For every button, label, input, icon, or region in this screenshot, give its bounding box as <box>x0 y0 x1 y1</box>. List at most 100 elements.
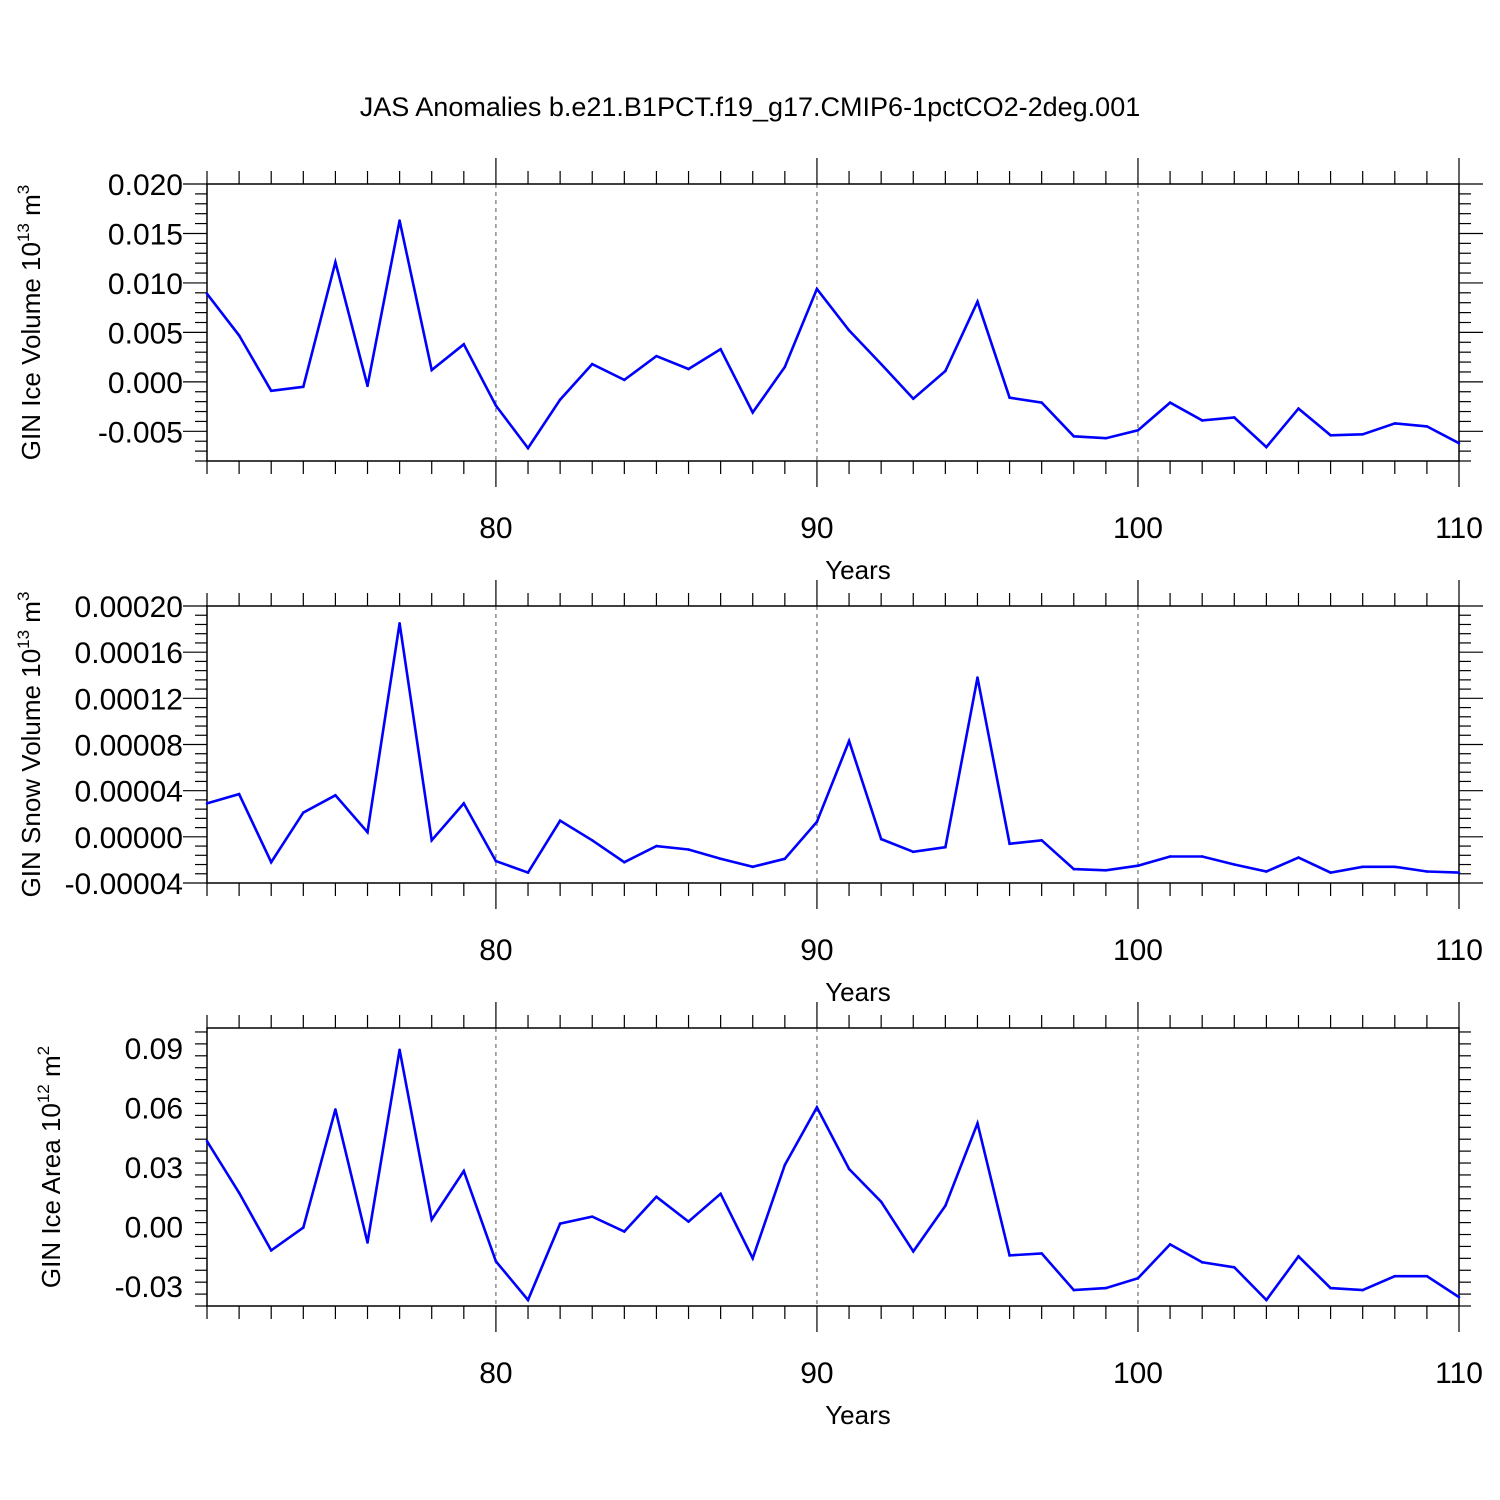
data-point <box>590 362 594 366</box>
data-point <box>751 865 755 869</box>
y-tick-label: 0.005 <box>108 317 183 350</box>
y-tick-label: 0.00000 <box>75 822 183 855</box>
data-point <box>1329 433 1332 437</box>
y-tick-label: 0.015 <box>108 218 183 251</box>
data-point <box>526 1298 530 1302</box>
data-point <box>462 342 466 346</box>
data-point <box>462 1169 466 1173</box>
x-axis-title: Years <box>825 555 891 585</box>
data-point <box>1008 842 1011 846</box>
data-point <box>398 219 401 222</box>
data-point <box>1104 869 1108 872</box>
data-point <box>1425 870 1429 873</box>
series-line <box>206 623 1460 875</box>
x-tick-label: 80 <box>479 512 512 545</box>
data-point <box>237 1191 241 1195</box>
data-point <box>1072 1288 1076 1292</box>
data-point <box>976 300 979 304</box>
y-tick-label: -0.03 <box>115 1271 183 1304</box>
x-tick-label: 100 <box>1113 1357 1163 1390</box>
data-point <box>269 860 273 864</box>
data-point <box>1361 432 1364 436</box>
x-axis-title: Years <box>825 977 891 1007</box>
data-point <box>558 819 562 822</box>
data-point <box>334 1108 337 1111</box>
data-point <box>879 837 883 841</box>
data-point <box>687 1220 690 1223</box>
data-point <box>269 1249 273 1252</box>
data-point <box>1040 401 1043 404</box>
data-point <box>1232 1265 1236 1269</box>
data-point <box>1393 1274 1397 1278</box>
data-point <box>205 292 209 296</box>
x-tick-label: 110 <box>1435 1357 1483 1390</box>
data-point <box>1104 436 1108 440</box>
data-point <box>911 1250 915 1253</box>
data-point <box>1040 838 1043 842</box>
panel-2: 80 90 100 110 0.00020 0.00016 0.00012 0.00008 0.… <box>14 580 1483 1007</box>
data-point <box>558 398 562 401</box>
y-tick-label: -0.00004 <box>65 868 183 901</box>
y-tick-label: -0.005 <box>98 416 183 449</box>
data-point <box>366 384 369 388</box>
series-line <box>205 220 1460 451</box>
data-point <box>719 347 722 351</box>
data-point <box>944 1204 947 1208</box>
data-point <box>302 811 305 814</box>
data-point <box>687 848 690 851</box>
data-point <box>1297 856 1300 859</box>
data-point <box>1425 1274 1429 1278</box>
data-point <box>623 860 626 864</box>
data-point <box>1136 864 1140 867</box>
data-point <box>1361 865 1364 869</box>
data-point <box>655 354 658 358</box>
y-tick-label: 0.010 <box>108 268 183 301</box>
data-point <box>1040 1252 1043 1255</box>
data-point <box>494 1260 498 1263</box>
data-point <box>494 404 498 407</box>
data-point <box>976 1122 979 1125</box>
x-tick-label: 110 <box>1435 512 1483 545</box>
data-point <box>623 378 626 382</box>
data-point <box>1265 1298 1268 1302</box>
data-point <box>1297 407 1300 410</box>
panel-3: 80 90 100 110 0.09 0.06 0.03 0.00 -0.03 Years GIN … <box>34 1002 1483 1430</box>
data-point <box>590 1215 594 1218</box>
data-point <box>879 362 883 366</box>
y-tick-label: 0.00 <box>125 1212 183 1245</box>
y-tick-label: 0.020 <box>108 169 183 202</box>
data-point <box>590 838 594 842</box>
data-point <box>1136 1276 1140 1280</box>
data-point <box>783 1163 787 1167</box>
data-point <box>1232 863 1236 866</box>
data-point <box>1329 1286 1332 1290</box>
data-point <box>1393 865 1397 869</box>
y-tick-label: 0.09 <box>125 1033 183 1066</box>
data-point <box>430 838 434 842</box>
data-point <box>494 859 498 863</box>
x-tick-label: 110 <box>1435 934 1483 967</box>
data-point <box>1168 1243 1172 1246</box>
data-point <box>847 1167 851 1171</box>
x-axis-title: Years <box>825 1400 891 1430</box>
data-point <box>1136 429 1140 432</box>
data-point <box>847 329 851 332</box>
data-point <box>911 850 915 854</box>
y-tick-label: 0.00004 <box>75 776 183 809</box>
data-point <box>1297 1255 1300 1258</box>
data-point <box>398 1048 401 1052</box>
y-tick-label: 0.03 <box>125 1152 183 1185</box>
data-point <box>879 1200 883 1204</box>
y-tick-label: 0.00008 <box>75 730 183 763</box>
data-point <box>944 845 947 849</box>
data-point <box>430 1218 434 1221</box>
data-point <box>526 446 530 450</box>
data-point <box>815 1106 819 1109</box>
data-point <box>269 389 273 393</box>
data-point <box>1457 1295 1461 1299</box>
panel-1: 80 90 100 110 0.020 0.015 0.010 0.005 0.000 -0.00… <box>14 158 1483 585</box>
y-tick-label: 0.00012 <box>75 683 183 716</box>
data-point <box>366 830 369 834</box>
data-point <box>366 1241 369 1244</box>
